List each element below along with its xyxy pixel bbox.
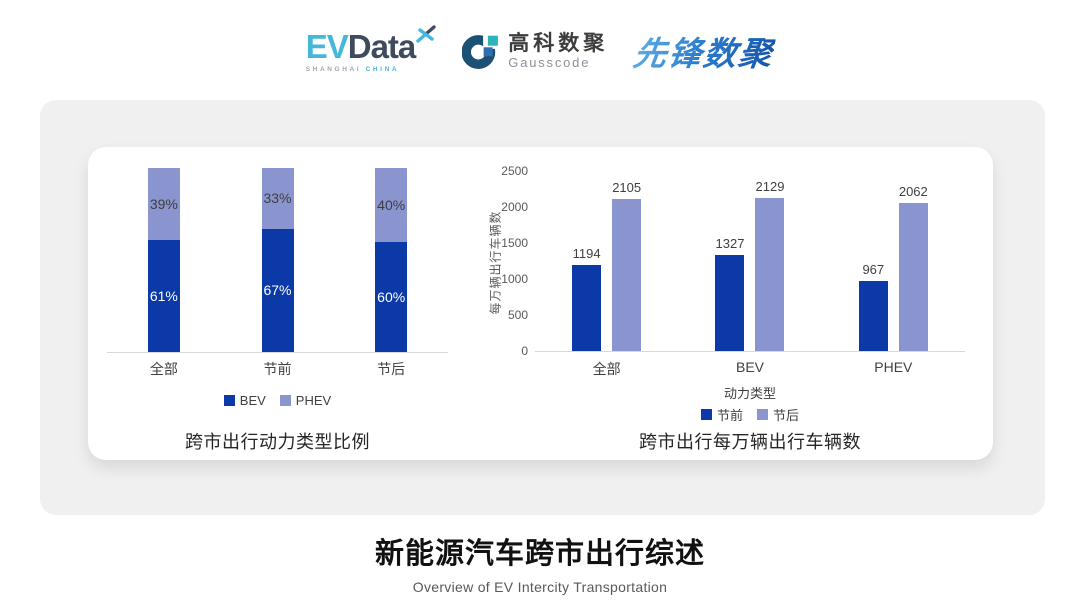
bar-value-label-节后-PHEV: 2062 [898, 184, 928, 199]
grouped-chart-legend: 节前 节后 [535, 405, 965, 424]
bar-value-label: 33% [263, 190, 292, 207]
bar-unit-节前-全部: 1194 [572, 246, 602, 351]
bar-segment-BEV-节前: 67% [261, 228, 294, 352]
bar-group-BEV: 1327 2129 [678, 172, 821, 351]
gausscode-name-en: Gausscode [508, 54, 591, 70]
bar-节前-全部 [572, 265, 602, 351]
stacked-bar-全部: 39% 61% [147, 168, 180, 352]
bar-value-label: 40% [377, 196, 406, 213]
stacked-bar-column-节后: 40% 60% [334, 168, 448, 352]
evdata-tagline-china: CHINA [365, 65, 400, 73]
pioneer-logo: 先锋数聚 [631, 27, 778, 75]
stacked-bar-节前: 33% 67% [261, 168, 294, 352]
ytick-1000: 1000 [501, 272, 528, 286]
sparkle-icon [416, 24, 436, 43]
grouped-chart-ylabel-text: 每万辆出行车辆数 [488, 209, 503, 315]
grouped-chart-ylabel: 每万辆出行车辆数 [487, 172, 503, 352]
bar-unit-节后-PHEV: 2062 [898, 184, 928, 351]
grouped-chart-categories: 全部 BEV PHEV [535, 359, 965, 379]
logo-header: EV Data SHANGHAI CHINA 高科数聚 G [0, 20, 1080, 82]
ytick-0: 0 [521, 344, 528, 358]
evdata-wordmark: EV Data [305, 24, 437, 65]
stacked-chart-legend: BEV PHEV [107, 393, 448, 408]
legend-item-PHEV: PHEV [279, 393, 332, 408]
gausscode-mark-icon [462, 33, 501, 69]
footer-block: 新能源汽车跨市出行综述 Overview of EV Intercity Tra… [0, 530, 1080, 595]
category-label-BEV: BEV [735, 359, 764, 375]
legend-label-PHEV: PHEV [295, 393, 332, 408]
bar-value-label-节后-全部: 2105 [612, 180, 642, 195]
bar-节前-BEV [715, 255, 745, 351]
bar-value-label-节前-PHEV: 967 [862, 262, 885, 277]
ytick-1500: 1500 [501, 236, 528, 250]
bar-value-label: 60% [377, 288, 406, 305]
bar-segment-BEV-节后: 60% [375, 241, 408, 352]
ytick-2000: 2000 [501, 200, 528, 214]
bar-value-label: 61% [149, 287, 178, 304]
bar-value-label-节前-全部: 1194 [572, 246, 601, 261]
bar-节后-全部 [612, 199, 642, 351]
legend-item-BEV: BEV [223, 393, 266, 408]
ytick-500: 500 [507, 308, 528, 322]
stacked-bar-column-全部: 39% 61% [107, 168, 221, 352]
grouped-chart-yticks: 0 500 1000 1500 2000 2500 [468, 164, 528, 358]
charts-card: 39% 61% 33% 67% 40% 60% 全部 节前 节后 BEV PHEV 跨市出行动力… [88, 147, 993, 460]
bar-unit-节前-BEV: 1327 [715, 236, 745, 351]
bar-节后-PHEV [898, 203, 928, 351]
bar-segment-BEV-全部: 61% [147, 239, 180, 352]
page-title: 新能源汽车跨市出行综述 [374, 538, 705, 570]
stacked-chart-title: 跨市出行动力类型比例 [185, 432, 370, 452]
bar-group-PHEV: 967 2062 [822, 172, 965, 351]
legend-item-节后: 节后 [757, 405, 799, 424]
legend-label-节后: 节后 [773, 408, 800, 423]
ytick-2500: 2500 [501, 164, 528, 178]
legend-swatch-节后 [757, 409, 768, 420]
bar-节前-PHEV [858, 281, 888, 351]
stacked-chart-plot: 39% 61% 33% 67% 40% 60% [107, 168, 448, 353]
bar-segment-PHEV-节后: 40% [375, 168, 408, 242]
bar-value-label: 39% [149, 195, 178, 212]
bar-unit-节前-PHEV: 967 [858, 262, 888, 351]
gausscode-text: 高科数聚 Gausscode [508, 31, 609, 70]
bar-unit-节后-BEV: 2129 [755, 179, 785, 351]
bar-segment-PHEV-节前: 33% [261, 168, 294, 229]
grouped-chart-title: 跨市出行每万辆出行车辆数 [639, 432, 861, 452]
legend-label-BEV: BEV [239, 393, 266, 408]
bar-segment-PHEV-全部: 39% [147, 168, 180, 240]
stacked-bar-column-节前: 33% 67% [221, 168, 335, 352]
bar-unit-节后-全部: 2105 [612, 180, 642, 351]
legend-item-节前: 节前 [700, 405, 743, 424]
legend-swatch-BEV [223, 395, 235, 406]
legend-swatch-PHEV [279, 395, 291, 406]
stacked-chart-categories: 全部 节前 节后 [107, 359, 448, 379]
gausscode-logo: 高科数聚 Gausscode [462, 32, 608, 70]
evdata-ev-text: EV [305, 27, 349, 65]
bar-节后-BEV [755, 198, 785, 351]
evdata-tagline: SHANGHAI CHINA [306, 66, 399, 73]
evdata-data-text: Data [347, 27, 417, 65]
bar-value-label-节后-BEV: 2129 [755, 179, 785, 194]
evdata-tagline-shanghai: SHANGHAI [305, 65, 362, 73]
category-label-节后: 节后 [377, 361, 406, 377]
stacked-bar-节后: 40% 60% [375, 168, 408, 352]
page-subtitle: Overview of EV Intercity Transportation [412, 579, 668, 595]
charts-panel: 39% 61% 33% 67% 40% 60% 全部 节前 节后 BEV PHEV 跨市出行动力… [40, 100, 1045, 515]
category-label-PHEV: PHEV [874, 359, 913, 375]
grouped-chart-plot: 1194 2105 1327 2129 967 2062 [535, 172, 965, 352]
bar-value-label-节前-BEV: 1327 [715, 236, 745, 251]
grouped-chart-xlabel: 动力类型 [723, 386, 776, 401]
legend-label-节前: 节前 [716, 408, 743, 423]
category-label-节前: 节前 [263, 361, 292, 377]
bar-group-全部: 1194 2105 [535, 172, 678, 351]
bar-value-label: 67% [263, 282, 292, 299]
category-label-全部: 全部 [592, 361, 621, 377]
legend-swatch-节前 [700, 409, 712, 420]
category-label-全部: 全部 [149, 361, 178, 377]
gausscode-name-cn: 高科数聚 [508, 31, 609, 55]
evdata-logo: EV Data SHANGHAI CHINA [305, 24, 437, 73]
